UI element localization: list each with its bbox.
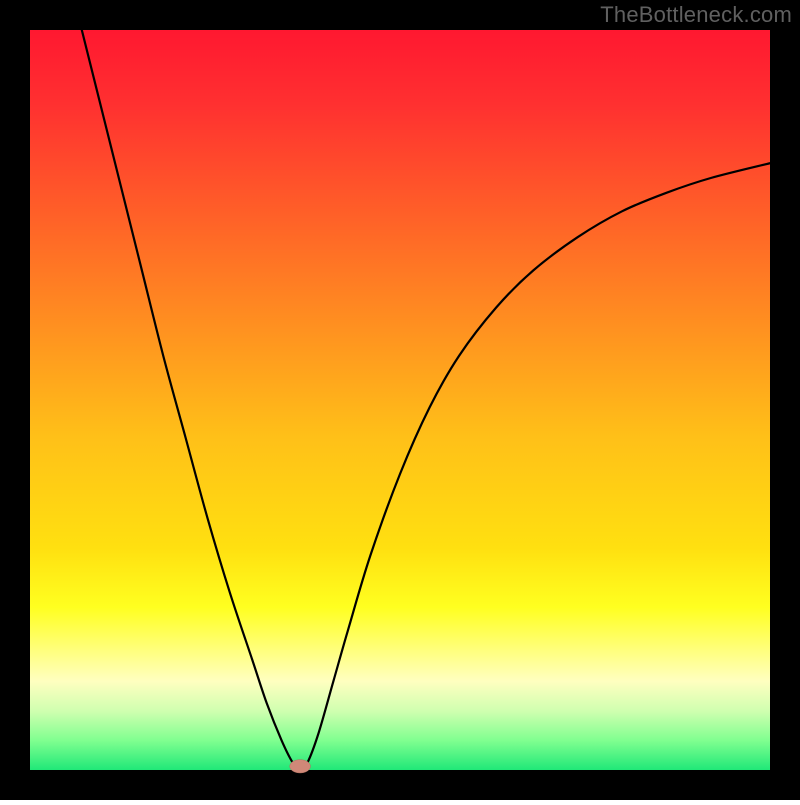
chart-svg (0, 0, 800, 800)
watermark-text: TheBottleneck.com (600, 2, 792, 28)
bottleneck-chart (0, 0, 800, 800)
optimal-point-marker (290, 760, 311, 773)
